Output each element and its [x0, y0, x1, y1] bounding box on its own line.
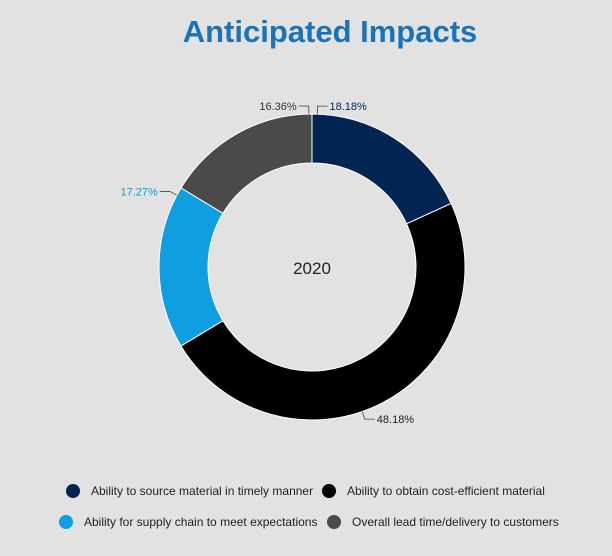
chart-title: Anticipated Impacts [182, 14, 478, 49]
leader-line-supply-chain [159, 191, 178, 196]
slice-lead-time [180, 113, 313, 214]
leader-line-lead-time [298, 105, 310, 115]
value-label-supply-chain: 17.27% [121, 186, 159, 198]
value-label-cost-efficient: 48.18% [377, 414, 415, 426]
value-label-source-material: 18.18% [330, 101, 368, 113]
leader-line-source-material [316, 105, 328, 115]
slice-supply-chain [158, 187, 224, 347]
slice-source-material [311, 113, 452, 225]
center-label: 2020 [293, 259, 331, 278]
leader-line-cost-efficient [361, 411, 375, 420]
value-label-lead-time: 16.36% [259, 101, 297, 113]
slice-cost-efficient [180, 202, 466, 421]
